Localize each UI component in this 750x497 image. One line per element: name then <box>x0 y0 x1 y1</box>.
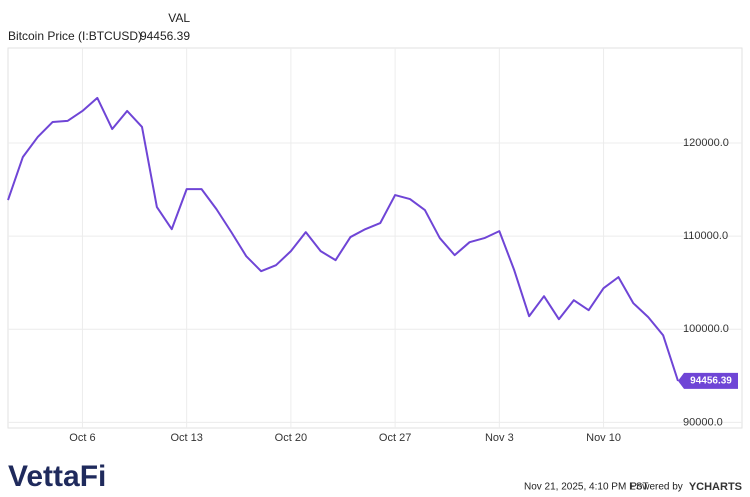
x-tick-label: Oct 20 <box>275 432 307 444</box>
x-tick-label: Oct 6 <box>69 432 95 444</box>
last-value-label: 94456.39 <box>690 376 732 387</box>
x-tick-label: Oct 13 <box>170 432 202 444</box>
line <box>7 96 679 382</box>
plot-frame <box>7 47 743 429</box>
logo: VettaFi <box>8 460 106 493</box>
y-tick-label: 100000.0 <box>683 323 729 335</box>
y-tick-label: 110000.0 <box>683 230 728 242</box>
y-tick-label: 120000.0 <box>683 137 729 149</box>
legend-header: VAL <box>168 11 190 25</box>
brand: YCHARTS <box>689 481 742 493</box>
last-value-tag <box>678 372 738 389</box>
powered-by: Powered by <box>630 482 683 493</box>
x-tick-label: Oct 27 <box>379 432 411 444</box>
y-tick-label: 90000.0 <box>683 416 723 428</box>
x-tick-label: Nov 3 <box>485 432 514 444</box>
legend-series-name: Bitcoin Price (I:BTCUSD) <box>8 29 142 43</box>
x-tick-label: Nov 10 <box>586 432 621 444</box>
timestamp: Nov 21, 2025, 4:10 PM EST <box>524 482 649 493</box>
legend-last-value: 94456.39 <box>140 29 190 43</box>
